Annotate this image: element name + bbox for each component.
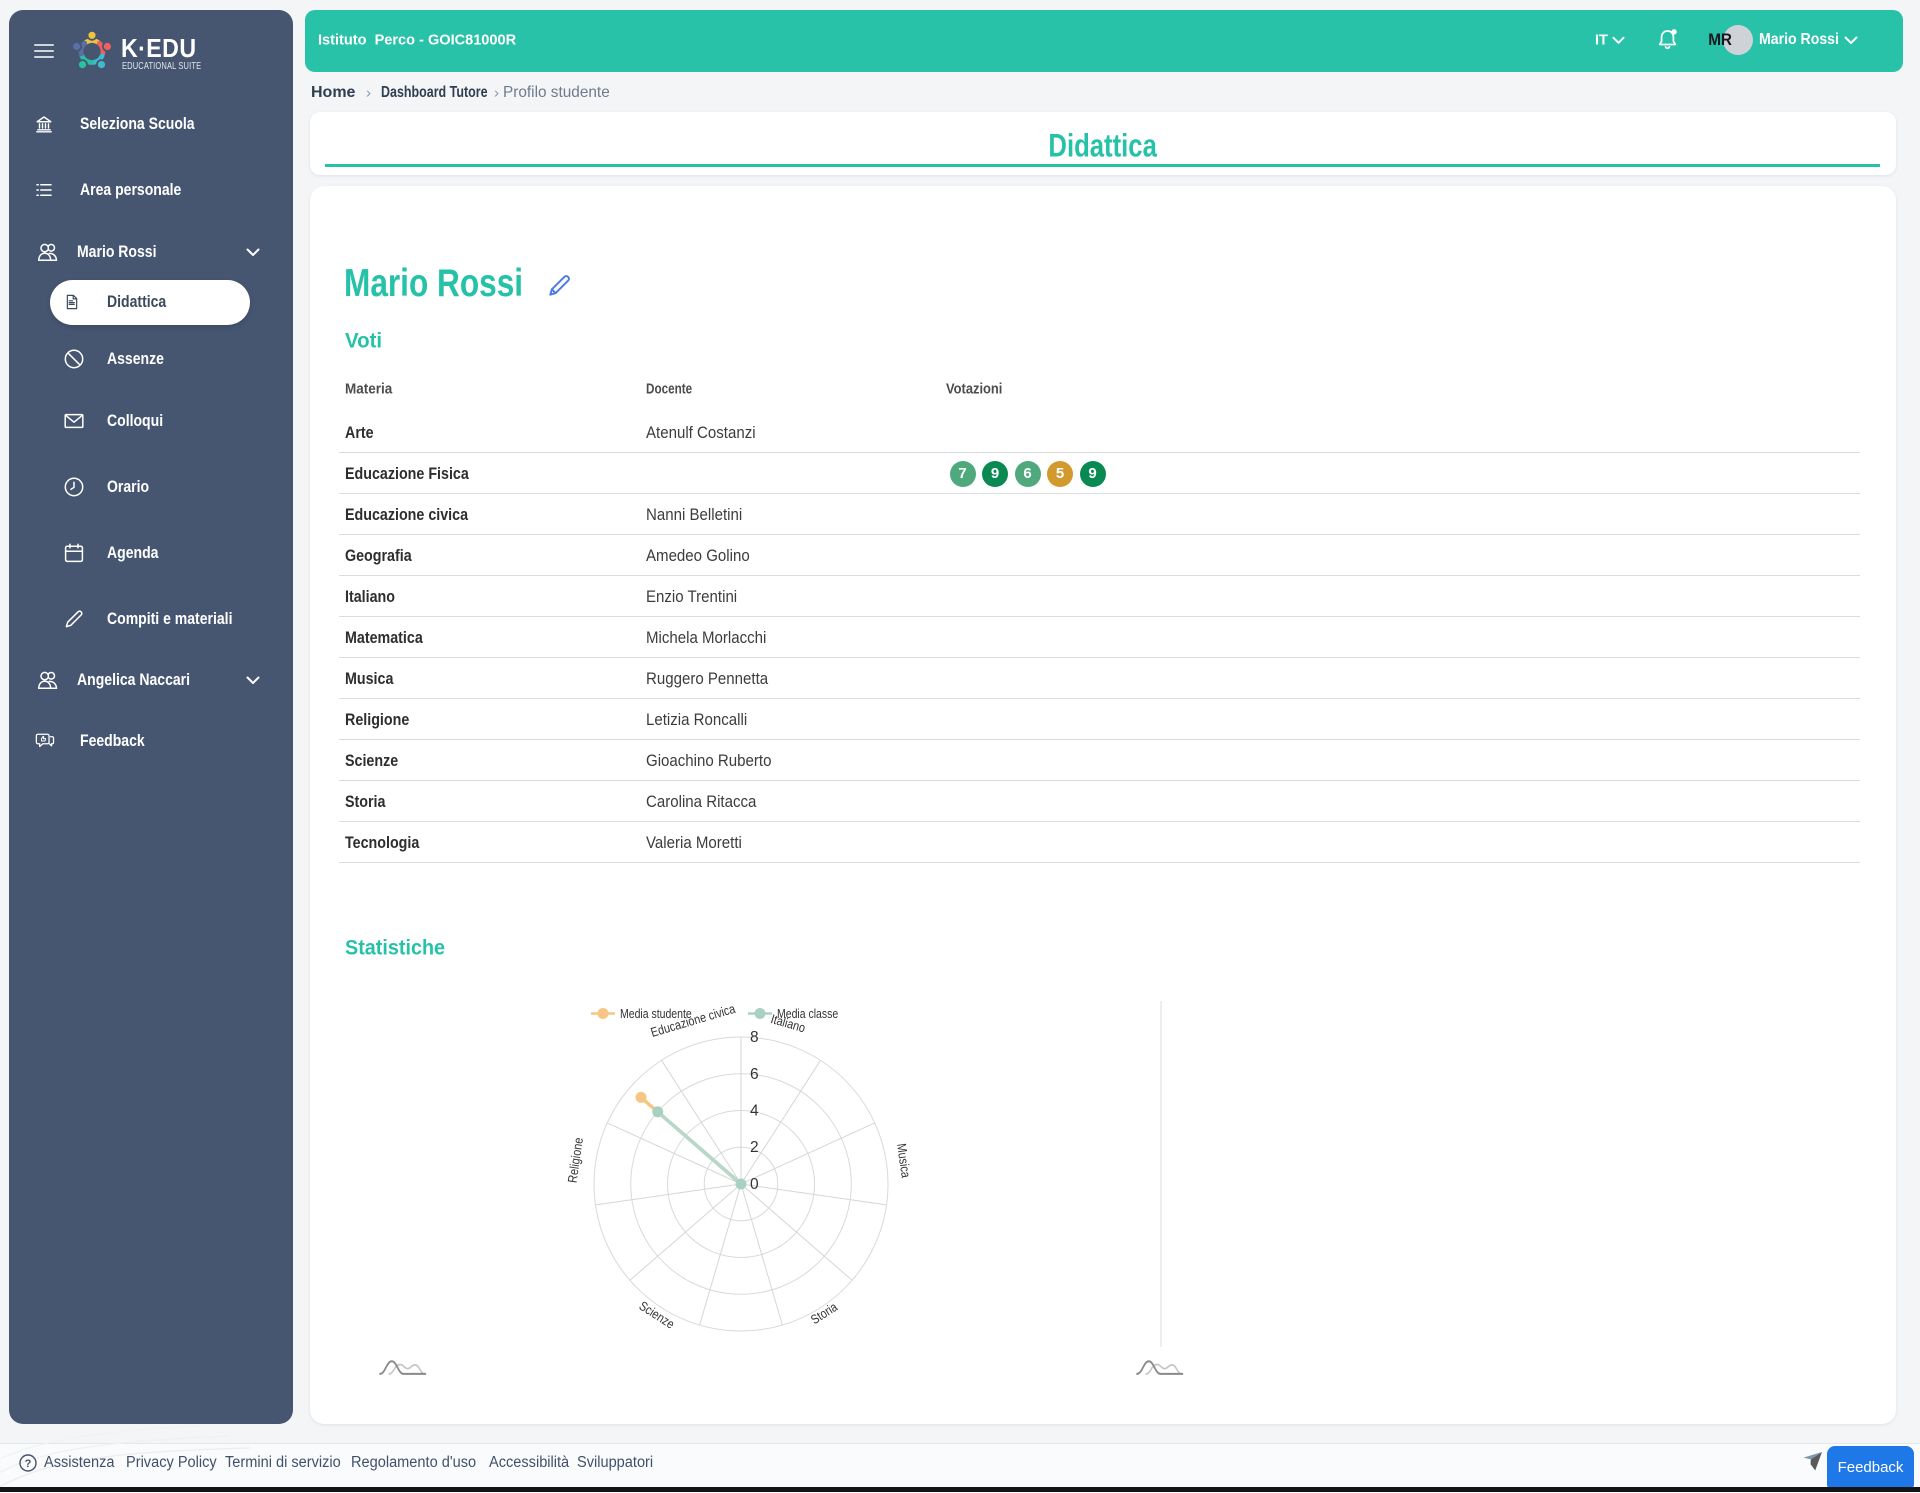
svg-text:Scienze: Scienze bbox=[636, 1298, 677, 1332]
svg-text:Media classe: Media classe bbox=[777, 1008, 838, 1021]
svg-text:6: 6 bbox=[750, 1066, 759, 1083]
svg-text:8: 8 bbox=[750, 1029, 759, 1046]
svg-text:Religione: Religione bbox=[565, 1136, 587, 1183]
svg-text:Musica: Musica bbox=[894, 1142, 914, 1179]
svg-text:Media studente: Media studente bbox=[620, 1008, 692, 1021]
svg-text:4: 4 bbox=[750, 1103, 759, 1120]
svg-text:0: 0 bbox=[750, 1176, 759, 1193]
svg-text:?: ? bbox=[25, 1458, 32, 1470]
svg-text:Storia: Storia bbox=[808, 1299, 840, 1327]
svg-text:2: 2 bbox=[750, 1139, 759, 1156]
